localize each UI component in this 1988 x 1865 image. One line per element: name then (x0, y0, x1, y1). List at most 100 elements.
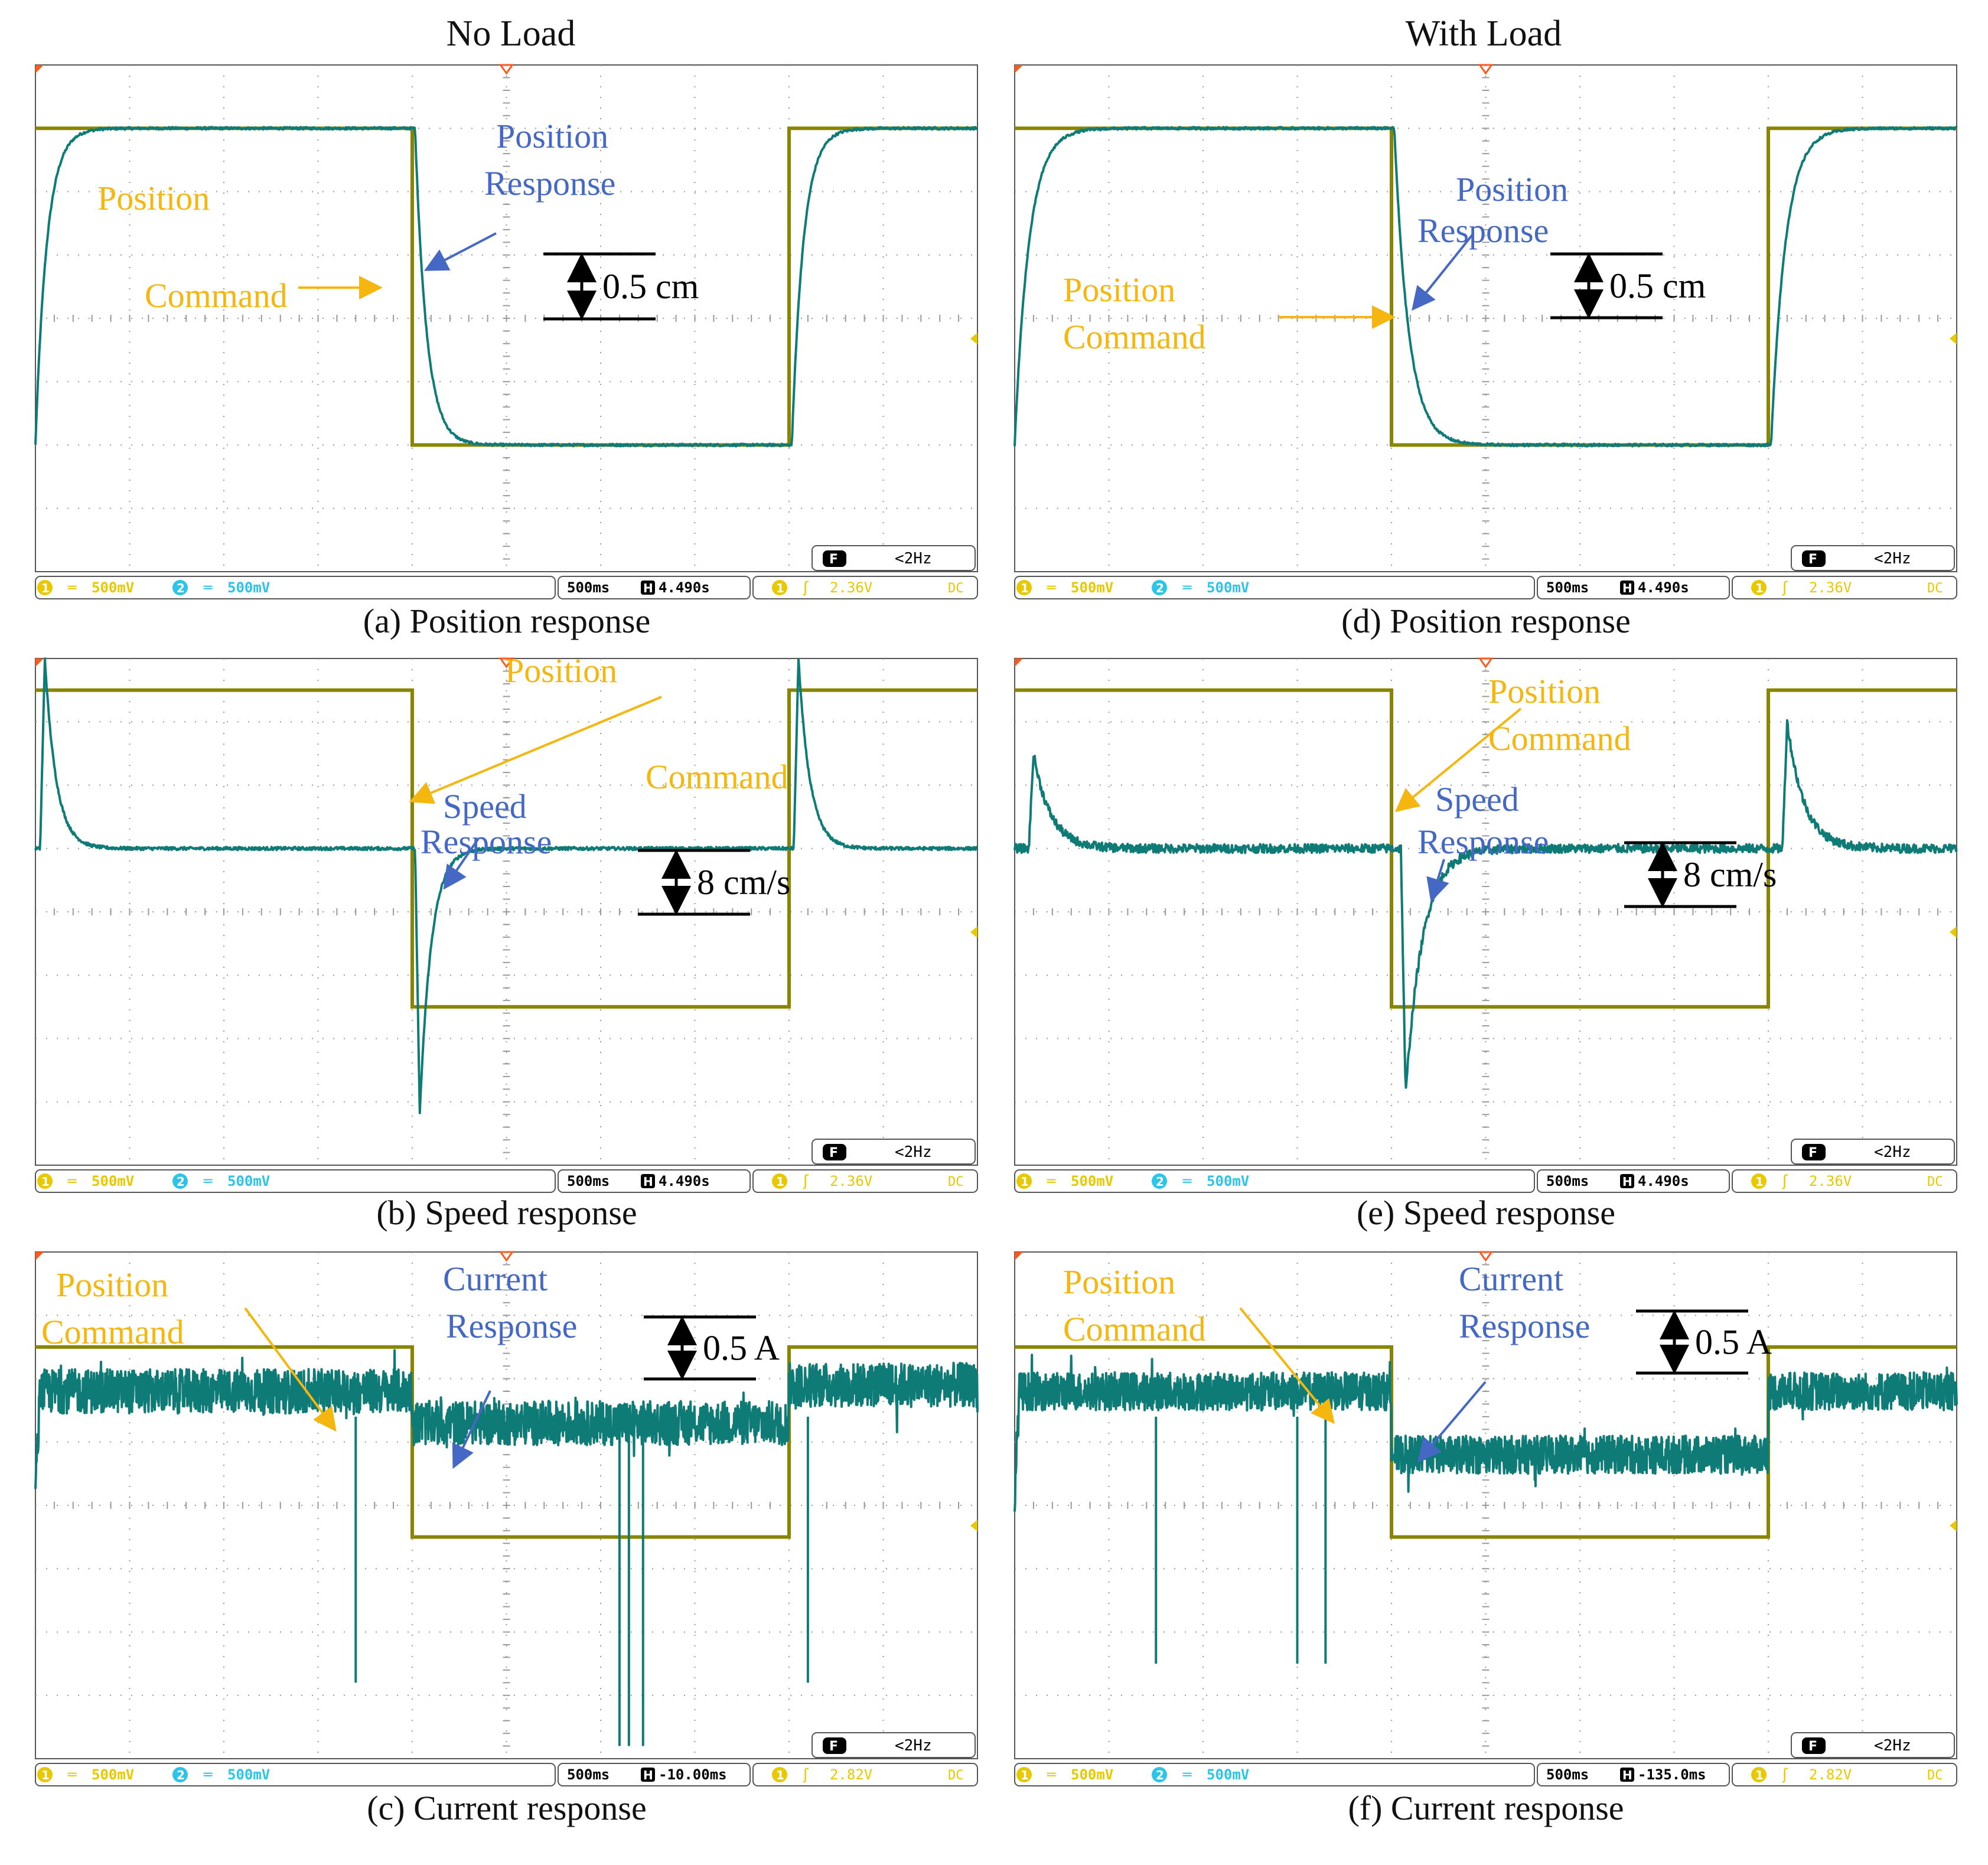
scope-status-bar: 1 ═ 500mV 2 ═ 500mV 500ms H 4.490s 1 ʃ 2.36V DC (1014, 576, 1957, 599)
label-response: Current Response (1459, 1260, 1590, 1345)
label-position-command: Position Command (1488, 672, 1631, 758)
label-command-line1: Position (1063, 270, 1175, 309)
scale-bar: 8 cm/s (1624, 841, 1777, 908)
scope-status-bar: 1 ═ 500mV 2 ═ 500mV 500ms H 4.490s 1 ʃ 2.36V DC (35, 1169, 978, 1193)
frequency-value: <2Hz (895, 1737, 932, 1755)
series-response (1013, 126, 1958, 448)
ch2-icon: 2 (177, 1768, 185, 1782)
trigger-level: 2.36V (830, 579, 872, 596)
trigger-level-marker-icon (970, 332, 977, 345)
timebase: 500ms (567, 1173, 610, 1189)
scale-bar-label: 0.5 A (1695, 1323, 1772, 1362)
label-command-line1: Position (1488, 672, 1601, 710)
ch1-ground-marker-icon (1015, 1252, 1023, 1260)
ch1-ground-marker-icon (1015, 658, 1023, 667)
trigger-coupling: DC (1927, 581, 1943, 596)
ch1-ground-marker-icon (35, 658, 44, 667)
ch2-icon: 2 (1156, 1768, 1164, 1782)
label-position-command: Position Command (1063, 270, 1206, 356)
ch1-icon: 1 (1021, 1768, 1029, 1782)
scale-bar-label: 8 cm/s (1683, 855, 1777, 894)
ch1-icon: 1 (41, 1768, 50, 1782)
ch1-ground-marker-icon (35, 1252, 44, 1260)
frequency-value: <2Hz (895, 550, 932, 568)
f-icon: F (1808, 1146, 1817, 1160)
scope-chart-e: Position Command Speed Response 8 cm/s F <2Hz 1… (1013, 657, 1958, 1193)
trigger-level-marker-icon (970, 1520, 977, 1532)
trigger-source-icon: 1 (1755, 581, 1764, 595)
caption-b: (b) Speed response (376, 1194, 637, 1232)
horizontal-position-icon: H (643, 1175, 653, 1189)
trigger-level: 2.36V (830, 1173, 872, 1189)
dc-coupling-icon: ═ (1182, 579, 1192, 596)
series-response (1013, 1354, 1958, 1512)
scope-panel-e: Position Command Speed Response 8 cm/s F <2Hz 1… (1013, 657, 1958, 1201)
trigger-position-marker-icon (498, 1251, 514, 1262)
scope-panel-b: Position Command Speed Response 8 cm/s F <2Hz 1… (34, 651, 978, 1201)
label-response-line2: Response (1417, 823, 1549, 861)
trigger-level-marker-icon (1950, 332, 1957, 345)
label-position-command: Position Command (97, 179, 288, 315)
label-response-line1: Current (443, 1260, 547, 1298)
frequency-readout: F <2Hz (1791, 1139, 1955, 1165)
caption-a: (a) Position response (363, 602, 651, 640)
rising-edge-icon: ʃ (803, 1172, 809, 1190)
label-response: Speed Response (1417, 780, 1549, 861)
label-command-line2: Command (1063, 1310, 1206, 1348)
ch1-ground-marker-icon (1015, 65, 1023, 73)
ch2-scale: 500mV (1207, 1766, 1249, 1783)
timebase: 500ms (567, 579, 610, 596)
f-icon: F (829, 1146, 838, 1160)
dc-coupling-icon: ═ (203, 1766, 213, 1783)
trigger-coupling: DC (1927, 1175, 1943, 1189)
arrow-response (1426, 859, 1449, 902)
ch1-scale: 500mV (92, 579, 134, 596)
frequency-readout: F <2Hz (1791, 1732, 1955, 1758)
trigger-source-icon: 1 (776, 1768, 784, 1782)
timebase: 500ms (1546, 1766, 1589, 1783)
scale-bar-label: 0.5 cm (602, 267, 699, 306)
label-response-line2: Response (421, 823, 552, 861)
label-command-line1: Position (56, 1266, 168, 1304)
ch2-icon: 2 (1156, 581, 1164, 595)
trigger-source-icon: 1 (776, 1175, 784, 1189)
scope-status-bar: 1 ═ 500mV 2 ═ 500mV 500ms H -135.0ms 1 ʃ 2.82V DC (1014, 1763, 1957, 1786)
arrow-command (1394, 707, 1522, 813)
trigger-level: 2.82V (830, 1766, 872, 1783)
ch2-scale: 500mV (227, 579, 270, 596)
scale-bar: 8 cm/s (638, 849, 790, 916)
trigger-coupling: DC (1927, 1768, 1943, 1783)
series-response (1013, 719, 1958, 1089)
label-command-line1: Position (97, 179, 210, 217)
ch2-scale: 500mV (1207, 579, 1249, 596)
dc-coupling-icon: ═ (203, 579, 213, 596)
arrow-command (244, 1307, 337, 1432)
frequency-readout: F <2Hz (812, 545, 976, 571)
label-command-line2: Command (1063, 318, 1206, 356)
f-icon: F (1808, 552, 1817, 567)
trigger-level-marker-icon (1950, 1520, 1957, 1532)
horizontal-position-icon: H (1622, 1768, 1632, 1782)
scope-chart-f: Position Command Current Response 0.5 A F <2Hz… (1013, 1251, 1958, 1786)
label-response-line1: Position (496, 117, 608, 155)
timebase: 500ms (1546, 579, 1589, 596)
scope-chart-a: Position Command Position Response 0.5 cm F <2… (34, 64, 979, 599)
horizontal-offset: 4.490s (1638, 579, 1689, 596)
series-response (34, 1349, 979, 1489)
trigger-position-marker-icon (1478, 1251, 1494, 1262)
ch1-icon: 1 (41, 1175, 50, 1189)
label-response-line1: Speed (443, 787, 527, 826)
series-response (34, 126, 979, 448)
horizontal-offset: -135.0ms (1638, 1766, 1706, 1783)
series-position-command (35, 1345, 977, 1539)
grid (35, 65, 977, 572)
ch1-icon: 1 (1021, 1175, 1029, 1189)
horizontal-offset: 4.490s (659, 1173, 710, 1189)
frequency-readout: F <2Hz (812, 1139, 976, 1165)
horizontal-position-icon: H (1622, 581, 1632, 595)
ch1-icon: 1 (1021, 581, 1029, 595)
